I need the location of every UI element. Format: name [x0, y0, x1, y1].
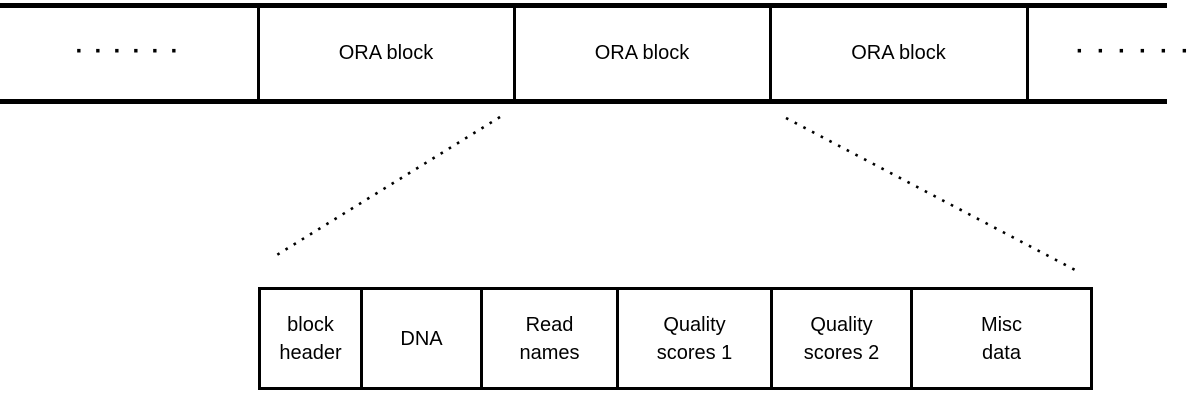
detail-cell-read-names: Read names [483, 290, 619, 387]
block-divider [257, 3, 260, 104]
stream-top-line [0, 3, 1167, 8]
expansion-line-right [785, 116, 1078, 273]
detail-cell-misc-data: Misc data [980, 313, 1023, 364]
block-divider [1026, 3, 1029, 104]
detail-cell-quality-scores-2: Quality scores 2 [773, 290, 913, 387]
detail-cell-dna: DNA [363, 290, 483, 387]
ora-block-cell: ORA block [338, 42, 434, 64]
detail-cell-block-header: block header [261, 290, 363, 387]
block-divider [513, 3, 516, 104]
continuation-dots-left: ······ [75, 37, 190, 65]
ora-block-cell: ORA block [851, 42, 946, 64]
stream-bottom-line [0, 99, 1167, 104]
detail-cell-quality-scores-1: Quality scores 1 [619, 290, 773, 387]
ora-block-detail: block header DNA Read names Quality scor… [258, 287, 1093, 390]
continuation-dots-right: ······ [1076, 37, 1200, 65]
expansion-line-left [271, 115, 501, 260]
ora-block-cell-expanded: ORA block [594, 42, 690, 64]
block-divider [769, 3, 772, 104]
